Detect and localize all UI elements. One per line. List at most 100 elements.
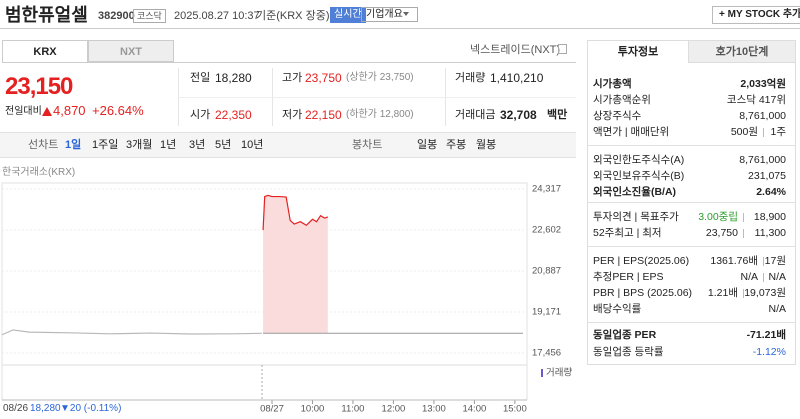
price-chart: 24,317 22,602 20,887 19,171 17,456 08/27 10:00… (1, 182, 572, 415)
company-caret (403, 12, 409, 16)
info-value: 500원 (730, 126, 758, 138)
period-button[interactable]: 1주일 (92, 139, 119, 151)
datetime: 2025.08.27 10:37 (174, 10, 260, 22)
x-tick-label: 11:00 (341, 404, 364, 415)
footer-date: 08/26 (3, 403, 29, 414)
period-button[interactable]: 3개월 (126, 139, 153, 151)
value-divider (743, 289, 744, 298)
quote-value: 22,150 (305, 108, 342, 122)
value-divider (763, 128, 764, 137)
quote-value: 1,410,210 (490, 71, 544, 85)
info-value: 3.00중립 (698, 211, 738, 223)
basis: 기준(KRX 장중) (256, 10, 330, 22)
period-label: 선차트 (28, 139, 59, 151)
up-triangle (42, 107, 52, 116)
price-change: 4,870 (53, 103, 86, 118)
info-value: 1.21배 (707, 287, 738, 299)
x-tick-label: 10:00 (301, 404, 325, 415)
volume-legend-swatch (541, 369, 543, 377)
info-value2: 17원 (764, 255, 786, 267)
info-value: 8,761,000 (739, 110, 786, 122)
candle-button[interactable]: 월봉 (476, 139, 497, 151)
info-label: 액면가 | 매매단위 (593, 126, 670, 138)
market-tab[interactable]: KRX (2, 40, 88, 62)
info-value2: 18,900 (753, 211, 786, 223)
info-value: 1361.76배 (710, 255, 758, 267)
period-button[interactable]: 1년 (160, 139, 177, 151)
realtime-badge[interactable]: 실시간 (330, 7, 366, 23)
mystock-button[interactable]: + MY STOCK 추가 (712, 6, 800, 24)
price-line (262, 194, 329, 231)
quote-label: 시가 (190, 109, 211, 121)
period-button[interactable]: 10년 (241, 139, 264, 151)
info-value: 23,750 (705, 227, 738, 239)
quote-value: 23,750 (305, 71, 342, 85)
info-label: 동일업종 등락률 (593, 346, 664, 358)
stock-code: 382900 (98, 10, 135, 22)
quote-note: (상한가 23,750) (346, 72, 414, 83)
info-label: 52주최고 | 최저 (593, 227, 662, 239)
info-value: 2,033억원 (740, 78, 786, 90)
quote-value: 32,708 (500, 108, 537, 122)
info-panel (587, 40, 796, 365)
y-tick-label: 22,602 (532, 225, 561, 236)
info-value2: 11,300 (754, 227, 786, 239)
nextrade-link[interactable]: 넥스트레이드(NXT) (470, 44, 561, 56)
quote-label: 저가 (282, 109, 303, 121)
info-value: 231,075 (748, 170, 786, 182)
value-divider (763, 273, 764, 282)
price-area (263, 195, 328, 334)
info-label: 투자의견 | 목표주가 (593, 211, 679, 223)
price-line (1, 329, 262, 336)
info-value: 2.64% (756, 186, 786, 198)
info-label: PBR | BPS (2025.06) (593, 287, 693, 299)
info-tab[interactable]: 호가10단계 (688, 41, 795, 63)
period-button[interactable]: 5년 (215, 139, 232, 151)
period-bar (0, 132, 576, 158)
current-price: 23,150 (5, 73, 73, 100)
chart-source: 한국거래소(KRX) (2, 167, 76, 178)
y-tick-label: 17,456 (532, 348, 561, 359)
candle-button[interactable]: 주봉 (446, 139, 467, 151)
x-tick-label: 12:00 (382, 404, 406, 415)
company-button[interactable]: 기업개요 (361, 7, 418, 22)
change-label: 전일대비 (5, 106, 42, 117)
info-label: 외국인소진율(B/A) (593, 186, 677, 198)
value-divider (743, 213, 744, 222)
info-tab[interactable]: 투자정보 (617, 46, 659, 58)
footer-close: 18,280 (30, 403, 61, 414)
info-label: 시가총액순위 (593, 94, 651, 106)
info-label: 시가총액 (593, 78, 632, 90)
info-label: 상장주식수 (593, 110, 642, 122)
candle-label: 봉차트 (352, 139, 383, 151)
y-tick-label: 19,171 (532, 307, 561, 318)
value-divider (763, 257, 764, 266)
quote-value: 22,350 (215, 108, 252, 122)
info-label: 외국인한도주식수(A) (593, 154, 685, 166)
period-button[interactable]: 1일 (65, 139, 82, 151)
x-tick-label: 08/27 (260, 404, 284, 415)
market-tab[interactable]: NXT (88, 40, 174, 62)
info-label: 동일업종 PER (593, 329, 657, 341)
quote-label: 전일 (190, 72, 211, 84)
period-button[interactable]: 3년 (189, 139, 206, 151)
candle-button[interactable]: 일봉 (417, 139, 438, 151)
info-label: 추정PER | EPS (593, 271, 664, 283)
info-separator (588, 202, 795, 203)
footer-change: ▼20 (-0.11%) (60, 403, 122, 414)
help-icon (558, 44, 567, 54)
y-tick-label: 24,317 (532, 184, 561, 195)
y-tick-label: 20,887 (532, 266, 561, 277)
x-tick-label: 13:00 (422, 404, 446, 415)
info-separator (588, 246, 795, 247)
quote-note: (하한가 12,800) (346, 109, 414, 120)
quote-label: 고가 (282, 72, 303, 84)
tab-rule (2, 62, 576, 63)
info-label: PER | EPS(2025.06) (593, 255, 690, 267)
info-label: 배당수익률 (593, 303, 642, 315)
market-badge: 코스닥 (133, 9, 166, 23)
info-value: 8,761,000 (739, 154, 786, 166)
info-value: -1.12% (752, 346, 786, 358)
quote-label: 거래대금 (455, 109, 496, 121)
